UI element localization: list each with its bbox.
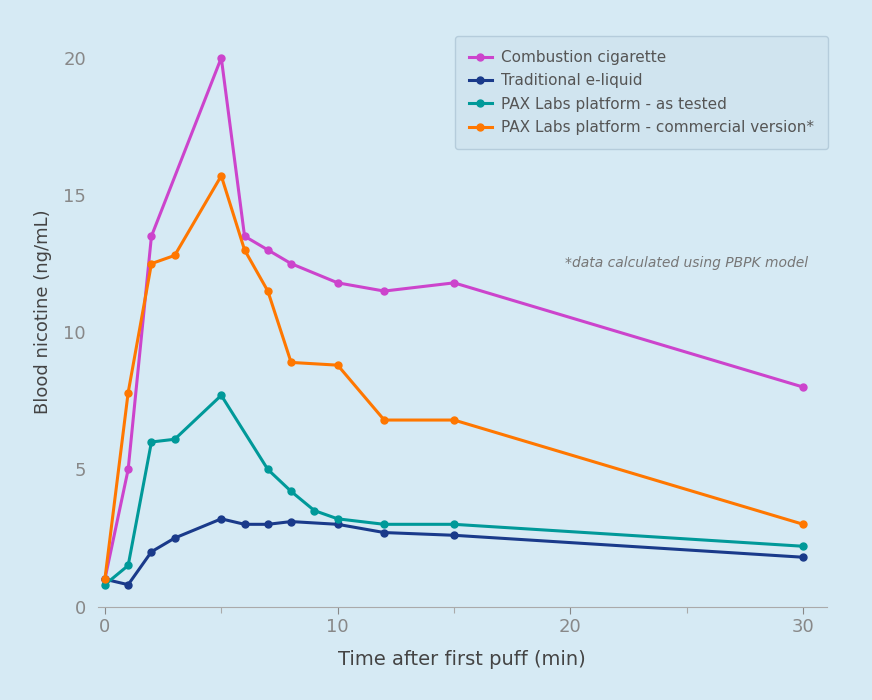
PAX Labs platform - as tested — [286, 487, 296, 496]
Traditional e-liquid — [146, 547, 157, 556]
Y-axis label: Blood nicotine (ng/mL): Blood nicotine (ng/mL) — [34, 209, 52, 414]
PAX Labs platform - as tested — [216, 391, 227, 400]
PAX Labs platform - commercial version* — [286, 358, 296, 367]
PAX Labs platform - commercial version* — [216, 172, 227, 180]
PAX Labs platform - as tested — [449, 520, 460, 528]
PAX Labs platform - commercial version* — [99, 575, 110, 583]
PAX Labs platform - as tested — [332, 514, 343, 523]
Line: Combustion cigarette: Combustion cigarette — [101, 55, 807, 582]
PAX Labs platform - commercial version* — [123, 389, 133, 397]
Traditional e-liquid — [169, 534, 180, 542]
Traditional e-liquid — [379, 528, 390, 537]
PAX Labs platform - commercial version* — [379, 416, 390, 424]
Combustion cigarette — [239, 232, 249, 240]
Traditional e-liquid — [262, 520, 273, 528]
PAX Labs platform - commercial version* — [239, 246, 249, 254]
PAX Labs platform - as tested — [123, 561, 133, 570]
PAX Labs platform - as tested — [169, 435, 180, 444]
Text: *data calculated using PBPK model: *data calculated using PBPK model — [565, 256, 808, 270]
PAX Labs platform - as tested — [146, 438, 157, 446]
Traditional e-liquid — [449, 531, 460, 540]
PAX Labs platform - commercial version* — [449, 416, 460, 424]
Line: Traditional e-liquid: Traditional e-liquid — [101, 515, 807, 588]
Combustion cigarette — [99, 575, 110, 583]
PAX Labs platform - as tested — [310, 506, 320, 514]
Combustion cigarette — [286, 260, 296, 268]
Traditional e-liquid — [286, 517, 296, 526]
Traditional e-liquid — [239, 520, 249, 528]
Combustion cigarette — [798, 383, 808, 391]
Traditional e-liquid — [123, 580, 133, 589]
X-axis label: Time after first puff (min): Time after first puff (min) — [338, 650, 586, 669]
Combustion cigarette — [216, 54, 227, 62]
Line: PAX Labs platform - as tested: PAX Labs platform - as tested — [101, 392, 807, 588]
PAX Labs platform - commercial version* — [169, 251, 180, 260]
Combustion cigarette — [379, 287, 390, 295]
Combustion cigarette — [449, 279, 460, 287]
Legend: Combustion cigarette, Traditional e-liquid, PAX Labs platform - as tested, PAX L: Combustion cigarette, Traditional e-liqu… — [455, 36, 828, 149]
Combustion cigarette — [146, 232, 157, 240]
Traditional e-liquid — [332, 520, 343, 528]
PAX Labs platform - commercial version* — [262, 287, 273, 295]
PAX Labs platform - as tested — [379, 520, 390, 528]
Line: PAX Labs platform - commercial version*: PAX Labs platform - commercial version* — [101, 172, 807, 582]
Traditional e-liquid — [216, 514, 227, 523]
Combustion cigarette — [262, 246, 273, 254]
PAX Labs platform - as tested — [99, 580, 110, 589]
PAX Labs platform - commercial version* — [332, 361, 343, 370]
PAX Labs platform - commercial version* — [798, 520, 808, 528]
PAX Labs platform - as tested — [798, 542, 808, 550]
Traditional e-liquid — [99, 575, 110, 583]
Combustion cigarette — [123, 466, 133, 474]
Combustion cigarette — [332, 279, 343, 287]
PAX Labs platform - commercial version* — [146, 260, 157, 268]
Traditional e-liquid — [798, 553, 808, 561]
PAX Labs platform - as tested — [262, 466, 273, 474]
